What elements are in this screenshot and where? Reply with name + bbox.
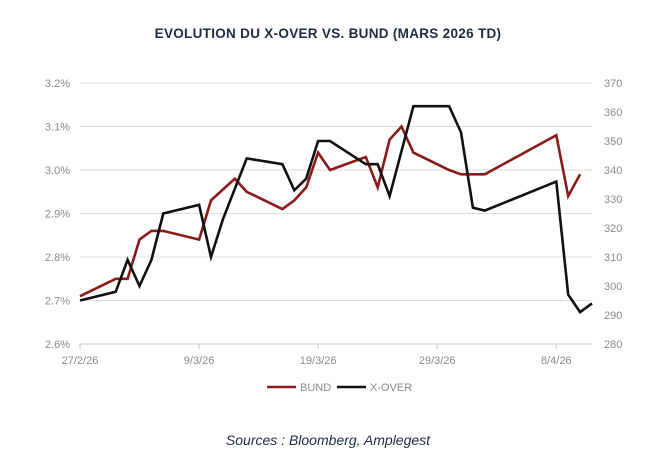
x-tick-label: 29/3/26 — [419, 355, 456, 367]
grid-lines — [80, 82, 592, 301]
left-tick-label: 2.9% — [45, 209, 70, 221]
right-tick-label: 340 — [604, 165, 622, 177]
x-tick-label: 27/2/26 — [62, 355, 99, 367]
right-tick-label: 310 — [604, 252, 622, 264]
right-tick-label: 370 — [604, 78, 622, 90]
left-tick-label: 3.1% — [45, 122, 70, 134]
left-tick-label: 2.7% — [45, 296, 70, 308]
left-tick-label: 3.2% — [45, 78, 70, 90]
right-tick-label: 360 — [604, 107, 622, 119]
chart-title: EVOLUTION DU X-OVER VS. BUND (MARS 2026 … — [154, 26, 502, 41]
left-tick-label: 2.8% — [45, 252, 70, 264]
legend-label-bund: BUND — [300, 382, 331, 394]
right-tick-label: 290 — [604, 310, 622, 322]
right-tick-label: 330 — [604, 194, 622, 206]
right-tick-label: 280 — [604, 339, 622, 351]
x-tick-label: 9/3/26 — [184, 355, 215, 367]
series-line-bund — [79, 124, 582, 298]
legend-label-x-over: X-OVER — [370, 382, 412, 394]
source-note: Sources : Bloomberg, Amplegest — [225, 432, 431, 448]
x-tick-label: 8/4/26 — [541, 355, 572, 367]
right-tick-label: 300 — [604, 281, 622, 293]
series-line-x-over — [79, 104, 593, 314]
x-tick-label: 19/3/26 — [300, 355, 337, 367]
left-tick-label: 2.6% — [45, 339, 70, 351]
right-tick-label: 350 — [604, 136, 622, 148]
left-axis-ticks: 2.6% 2.7% 2.8% 2.9% 3.0% 3.1% 3.2% — [45, 78, 70, 351]
right-tick-label: 320 — [604, 223, 622, 235]
x-axis-ticks: 27/2/26 9/3/26 19/3/26 29/3/26 8/4/26 — [62, 344, 572, 367]
legend: BUND X-OVER — [267, 382, 412, 394]
series-layer — [79, 104, 593, 314]
right-axis-ticks: 280 290 300 310 320 330 340 350 360 370 — [604, 78, 622, 351]
left-tick-label: 3.0% — [45, 165, 70, 177]
